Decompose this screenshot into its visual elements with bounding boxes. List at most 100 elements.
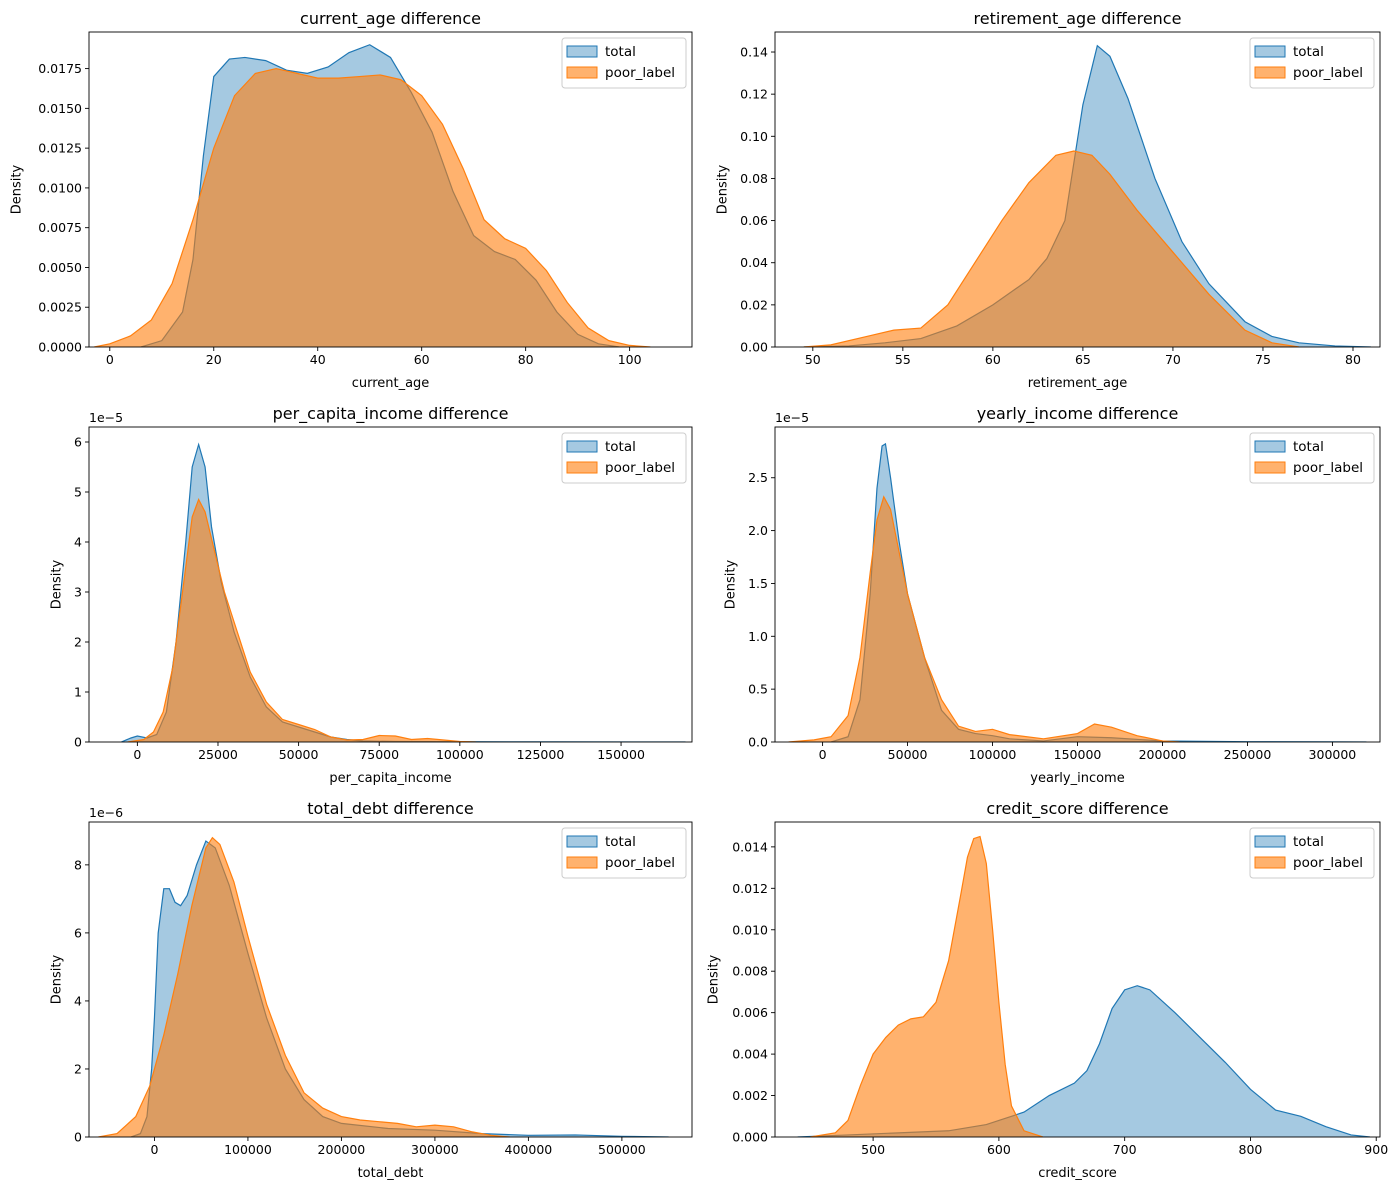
x-tick-label: 50000: [888, 747, 928, 762]
y-tick-label: 0.0150: [38, 101, 82, 116]
x-tick-label: 800: [1239, 1142, 1263, 1157]
x-tick-label: 25000: [198, 747, 238, 762]
y-tick-label: 0.14: [740, 45, 768, 60]
x-axis-label: total_debt: [358, 1166, 424, 1181]
y-tick-label: 0.010: [732, 922, 768, 937]
y-tick-label: 2: [74, 635, 82, 650]
series-area-total: [797, 985, 1370, 1137]
y-tick-label: 0.0050: [38, 260, 82, 275]
series-line-poor-label: [94, 67, 651, 347]
subplot-title: current_age difference: [300, 9, 481, 29]
x-tick-label: 400000: [505, 1142, 553, 1157]
x-tick-label: 200000: [318, 1142, 366, 1157]
y-tick-label: 0.0: [748, 735, 768, 750]
x-tick-label: 55: [895, 352, 911, 367]
subplot-title: total_debt difference: [307, 799, 473, 819]
y-tick-label: 0.0175: [38, 61, 82, 76]
x-axis-label: yearly_income: [1030, 771, 1124, 786]
y-tick-label: 4: [74, 535, 82, 550]
x-tick-label: 80: [518, 352, 534, 367]
y-tick-label: 5: [74, 485, 82, 500]
x-tick-label: 70: [1165, 352, 1181, 367]
y-tick-label: 0.012: [732, 881, 768, 896]
y-tick-label: 0.5: [748, 682, 768, 697]
y-offset-label: 1e−6: [89, 805, 123, 820]
x-tick-label: 500000: [598, 1142, 646, 1157]
legend-swatch-total: [566, 45, 598, 58]
x-tick-label: 50000: [279, 747, 319, 762]
y-tick-label: 2.0: [748, 523, 768, 538]
subplot-2: 50 55 60 65 70 75 80 0.00 0.02 0.04 0.06 0.08 0.10 0.…: [716, 9, 1381, 391]
y-tick-label: 0.12: [740, 87, 768, 102]
x-tick-label: 65: [1075, 352, 1091, 367]
y-tick-label: 4: [74, 993, 82, 1008]
series-line-poor-label: [788, 495, 1180, 742]
x-tick-label: 60: [414, 352, 430, 367]
legend: total poor_label: [1249, 827, 1375, 879]
axes-frame: [774, 31, 1381, 348]
y-axis-label: Density: [707, 954, 722, 1004]
axes-frame: [88, 821, 693, 1138]
legend-swatch-total: [566, 440, 598, 453]
series-line-poor-label: [803, 150, 1300, 347]
y-tick-label: 0.0000: [38, 340, 82, 355]
legend-swatch-total: [1254, 835, 1286, 848]
x-tick-label: 75: [1255, 352, 1271, 367]
x-tick-label: 20: [206, 352, 222, 367]
y-axis-label: Density: [10, 164, 25, 214]
legend-label: poor_label: [1293, 855, 1363, 871]
legend-label: total: [605, 44, 636, 60]
y-tick-label: 0.0125: [38, 141, 82, 156]
subplot-1: 0 20 40 60 80 100 0.0000 0.0025 0.0050 0.0075 0.01…: [10, 9, 693, 391]
x-tick-label: 75000: [359, 747, 399, 762]
legend-swatch-poor-label: [566, 66, 598, 79]
y-tick-label: 0.10: [740, 129, 768, 144]
legend-label: total: [1293, 44, 1324, 60]
subplot-4: 0 50000 100000 150000 200000 250000 300000 0.0 0…: [724, 404, 1381, 786]
subplot-title: retirement_age difference: [974, 9, 1182, 29]
axes-frame: [88, 426, 693, 743]
y-tick-label: 1.5: [748, 576, 768, 591]
x-axis-label: per_capita_income: [329, 771, 451, 786]
y-tick-label: 0.0075: [38, 220, 82, 235]
y-axis-label: Density: [50, 559, 65, 609]
x-tick-label: 700: [1113, 1142, 1137, 1157]
y-tick-label: 0.04: [740, 255, 768, 270]
y-tick-label: 2: [74, 1061, 82, 1076]
y-tick-label: 3: [74, 585, 82, 600]
y-tick-label: 6: [74, 925, 82, 940]
y-tick-label: 0.02: [740, 297, 768, 312]
x-tick-label: 300000: [1309, 747, 1357, 762]
x-tick-label: 125000: [517, 747, 565, 762]
series-area-poor-label: [803, 151, 1299, 347]
y-tick-label: 0: [74, 735, 82, 750]
y-tick-label: 0: [74, 1130, 82, 1145]
x-tick-label: 40: [310, 352, 326, 367]
legend-label: poor_label: [1293, 65, 1363, 81]
legend-label: total: [605, 439, 636, 455]
axes-frame: [88, 31, 693, 348]
x-tick-label: 0: [150, 1142, 158, 1157]
y-axis-label: Density: [724, 559, 739, 609]
subplot-title: credit_score difference: [986, 799, 1168, 819]
legend-swatch-total: [566, 835, 598, 848]
y-tick-label: 0.08: [740, 171, 768, 186]
y-tick-label: 8: [74, 857, 82, 872]
series-area-poor-label: [127, 499, 476, 742]
y-tick-label: 0.006: [732, 1005, 768, 1020]
legend-label: total: [1293, 834, 1324, 850]
legend-swatch-poor-label: [1254, 856, 1286, 869]
legend: total poor_label: [1249, 432, 1375, 484]
series-area-poor-label: [94, 68, 651, 347]
legend-label: poor_label: [1293, 460, 1363, 476]
y-tick-label: 0.008: [732, 964, 768, 979]
x-tick-label: 100000: [969, 747, 1017, 762]
legend-label: total: [1293, 439, 1324, 455]
legend: total poor_label: [561, 432, 687, 484]
legend: total poor_label: [1249, 37, 1375, 89]
x-tick-label: 50: [805, 352, 821, 367]
legend-swatch-poor-label: [1254, 66, 1286, 79]
series-line-poor-label: [127, 498, 476, 742]
